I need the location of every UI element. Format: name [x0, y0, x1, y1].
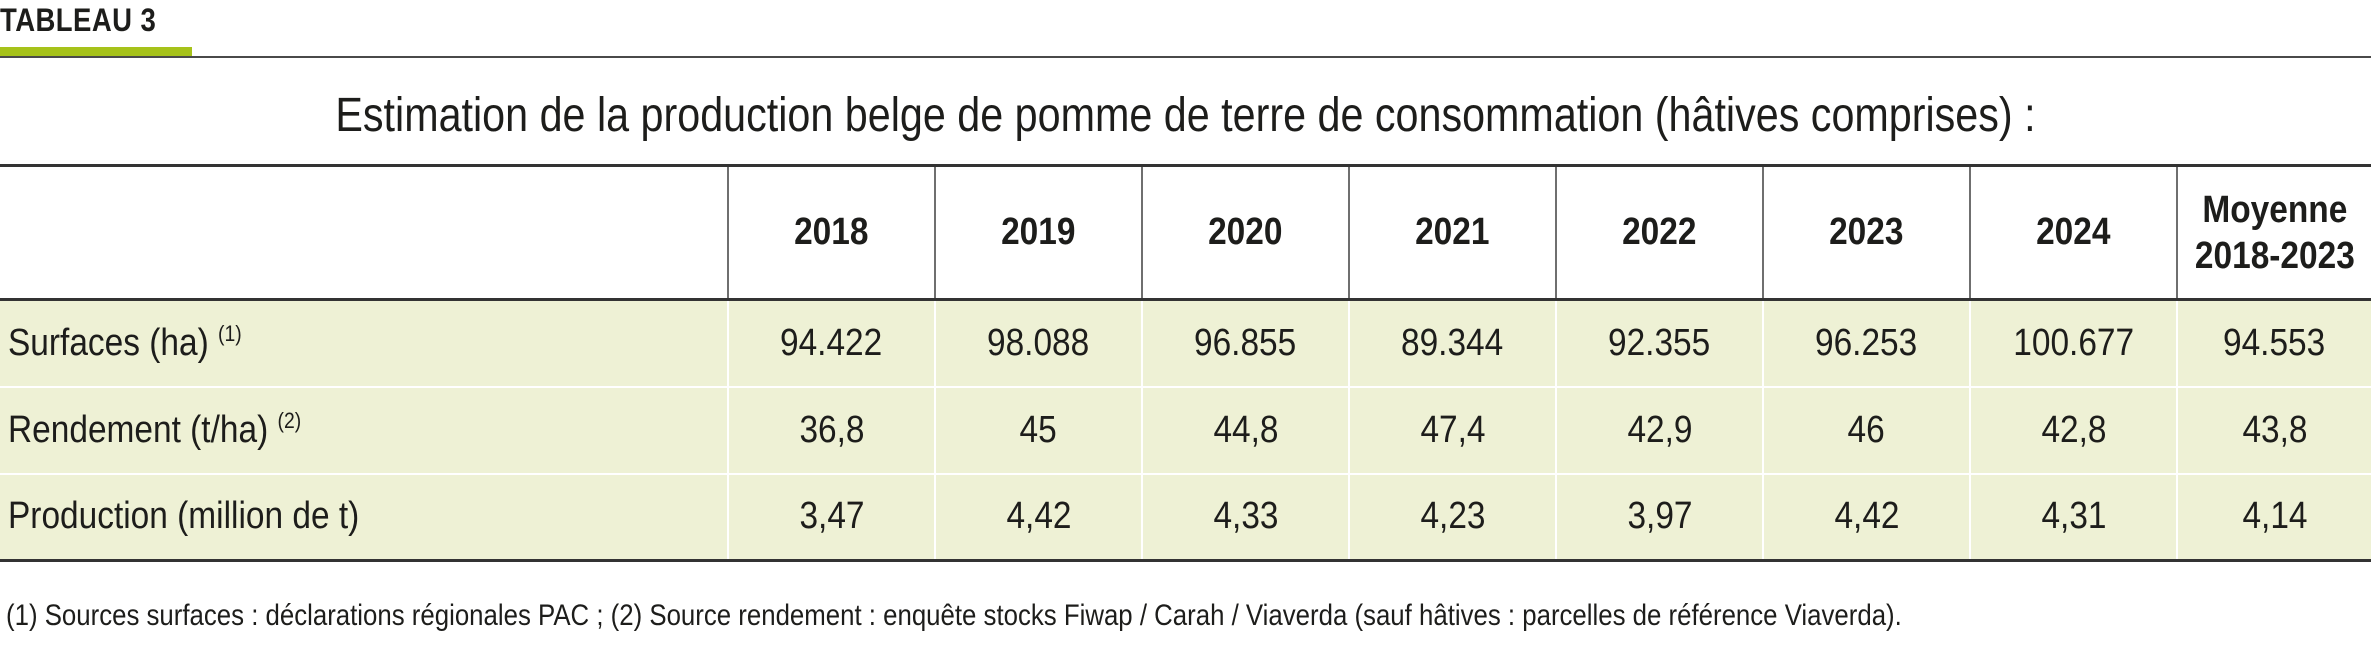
table-cell: 4,23 — [1348, 473, 1556, 562]
table-cell: 3,47 — [727, 473, 935, 562]
table-cell: 100.677 — [1969, 299, 2177, 388]
table-cell: 96.855 — [1141, 299, 1349, 388]
footnote-ref: (1) — [218, 320, 242, 346]
table-cell: 3,97 — [1555, 473, 1763, 562]
top-rule — [0, 56, 2371, 58]
table-row-surfaces: Surfaces (ha) (1) 94.422 98.088 96.855 8… — [0, 299, 2371, 388]
header-year-2024: 2024 — [1969, 164, 2177, 301]
header-year-2022: 2022 — [1555, 164, 1763, 301]
table-footnote: (1) Sources surfaces : déclarations régi… — [6, 599, 1902, 632]
footnote-ref: (2) — [277, 407, 302, 433]
table-cell: 4,42 — [1762, 473, 1970, 562]
table-title-text: Estimation de la production belge de pom… — [335, 89, 2036, 142]
table-row-rendement: Rendement (t/ha) (2) 36,8 45 44,8 47,4 4… — [0, 386, 2371, 475]
header-blank — [0, 164, 728, 301]
table-cell: 94.553 — [2176, 299, 2371, 388]
table-cell: 42,9 — [1555, 386, 1763, 475]
header-year-2020: 2020 — [1141, 164, 1349, 301]
production-table: 2018 2019 2020 2021 2022 2023 2024 Moyen… — [0, 164, 2371, 562]
header-row: 2018 2019 2020 2021 2022 2023 2024 Moyen… — [0, 164, 2371, 301]
table-cell: 4,33 — [1141, 473, 1349, 562]
row-label: Production (million de t) — [0, 473, 728, 562]
table-cell: 96.253 — [1762, 299, 1970, 388]
header-year-2018: 2018 — [727, 164, 935, 301]
table-row-production: Production (million de t) 3,47 4,42 4,33… — [0, 473, 2371, 562]
header-average-line1: Moyenne — [2202, 188, 2347, 231]
table-cell: 4,31 — [1969, 473, 2177, 562]
table-cell: 94.422 — [727, 299, 935, 388]
tag-accent-bar — [0, 47, 192, 57]
table-title: Estimation de la production belge de pom… — [0, 86, 2371, 146]
table-cell: 47,4 — [1348, 386, 1556, 475]
header-average: Moyenne 2018-2023 — [2176, 164, 2371, 301]
table-tag: TABLEAU 3 — [0, 2, 157, 38]
table-cell: 98.088 — [934, 299, 1142, 388]
row-label: Rendement (t/ha) (2) — [0, 386, 728, 475]
row-label: Surfaces (ha) (1) — [0, 299, 728, 388]
table-cell: 89.344 — [1348, 299, 1556, 388]
table-cell: 43,8 — [2176, 386, 2371, 475]
table-cell: 36,8 — [727, 386, 935, 475]
header-average-line2: 2018-2023 — [2194, 234, 2355, 277]
table-cell: 4,42 — [934, 473, 1142, 562]
table-cell: 4,14 — [2176, 473, 2371, 562]
table-cell: 46 — [1762, 386, 1970, 475]
table-cell: 42,8 — [1969, 386, 2177, 475]
header-year-2019: 2019 — [934, 164, 1142, 301]
table-cell: 92.355 — [1555, 299, 1763, 388]
table-cell: 44,8 — [1141, 386, 1349, 475]
header-year-2023: 2023 — [1762, 164, 1970, 301]
header-year-2021: 2021 — [1348, 164, 1556, 301]
table-cell: 45 — [934, 386, 1142, 475]
